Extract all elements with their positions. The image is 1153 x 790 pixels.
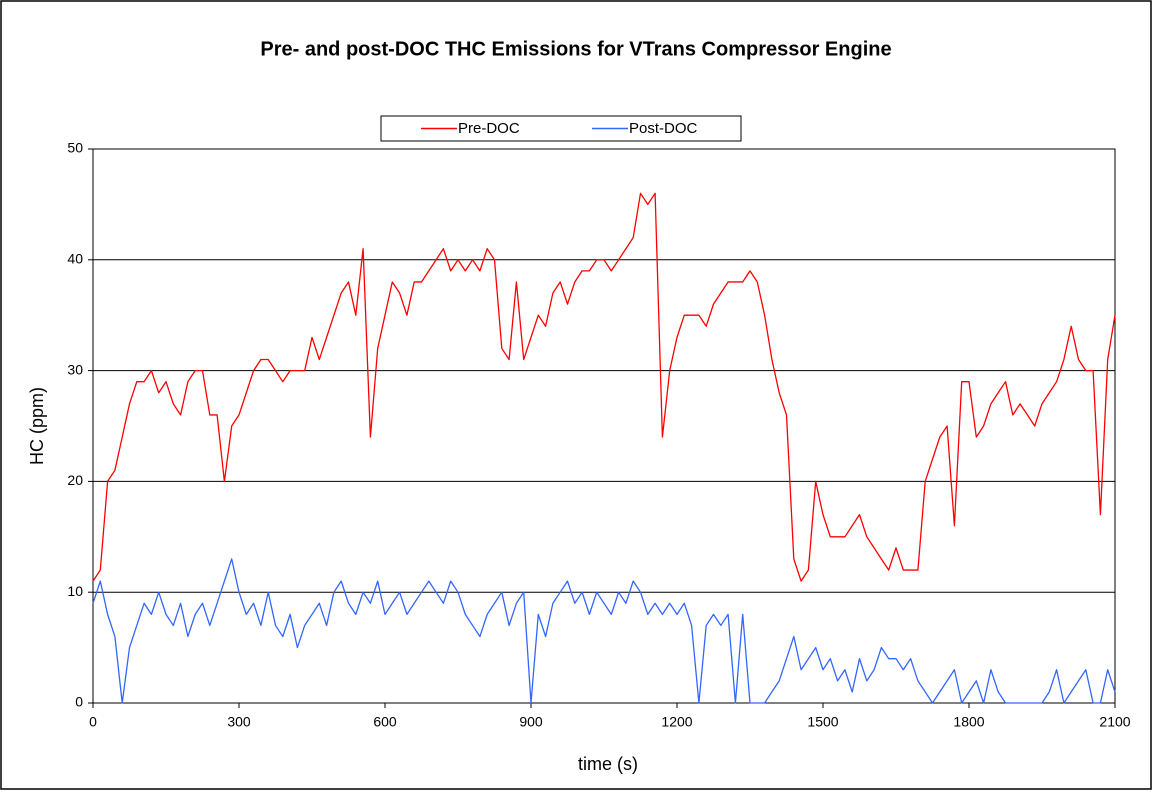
y-tick-label: 50 <box>67 140 83 156</box>
legend-label: Post-DOC <box>629 120 698 137</box>
x-tick-label: 300 <box>227 714 251 730</box>
chart-title: Pre- and post-DOC THC Emissions for VTra… <box>260 38 891 60</box>
y-tick-label: 20 <box>67 472 83 488</box>
x-tick-label: 1200 <box>661 714 692 730</box>
y-tick-label: 0 <box>75 694 83 710</box>
x-tick-label: 1800 <box>953 714 984 730</box>
x-tick-label: 0 <box>89 714 97 730</box>
y-tick-label: 30 <box>67 361 83 377</box>
y-axis-label: HC (ppm) <box>27 387 47 465</box>
x-tick-label: 1500 <box>807 714 838 730</box>
data-line <box>92 558 1116 704</box>
plot-area <box>92 148 1116 704</box>
x-tick-label: 2100 <box>1099 714 1130 730</box>
y-tick-label: 40 <box>67 251 83 267</box>
data-line <box>92 192 1116 582</box>
legend-label: Pre-DOC <box>458 120 520 137</box>
y-tick-label: 10 <box>67 583 83 599</box>
x-tick-label: 900 <box>519 714 543 730</box>
x-tick-label: 600 <box>373 714 397 730</box>
x-axis-label: time (s) <box>578 754 638 774</box>
